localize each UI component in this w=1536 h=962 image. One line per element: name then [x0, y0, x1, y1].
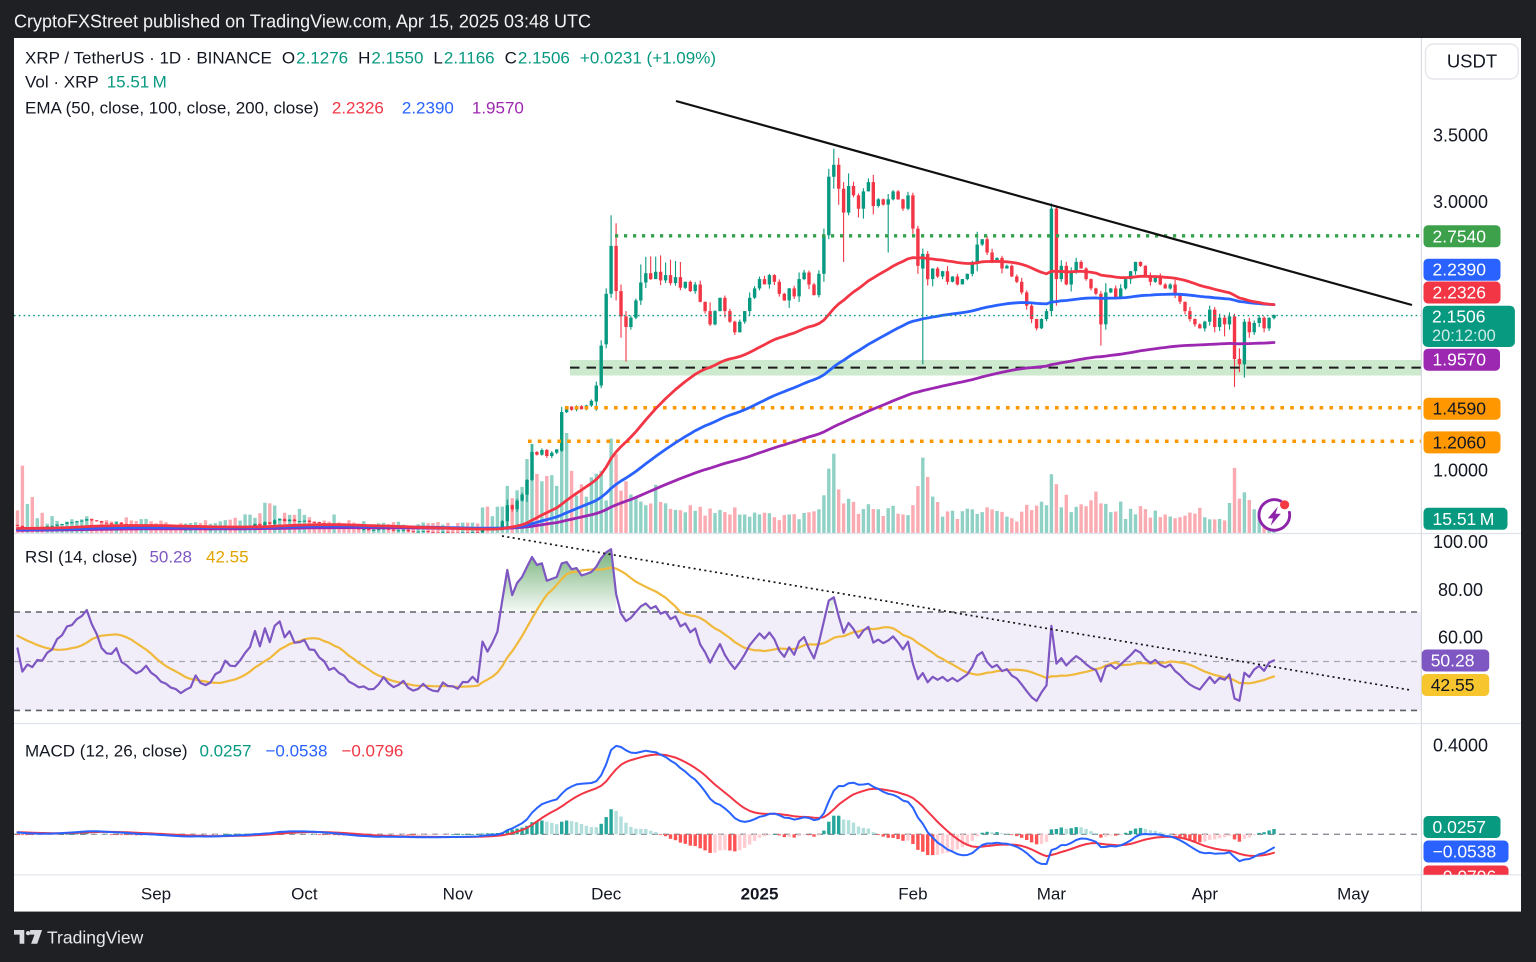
- svg-text:Mar: Mar: [1037, 885, 1067, 904]
- svg-text:2.2390: 2.2390: [1433, 260, 1487, 280]
- svg-text:CryptoFXStreet published on Tr: CryptoFXStreet published on TradingView.…: [14, 12, 591, 32]
- svg-text:50.28: 50.28: [1431, 651, 1475, 671]
- svg-text:Nov: Nov: [443, 885, 474, 904]
- svg-text:20:12:00: 20:12:00: [1432, 327, 1496, 345]
- svg-text:Feb: Feb: [898, 885, 927, 904]
- svg-text:MACD (12, 26, close)0.0257−0.0: MACD (12, 26, close) 0.0257 −0.0538 −0.0796: [25, 742, 403, 761]
- svg-text:USDT: USDT: [1447, 51, 1497, 72]
- svg-text:TradingView: TradingView: [47, 928, 144, 948]
- svg-text:−0.0796: −0.0796: [1433, 867, 1497, 887]
- svg-text:2025: 2025: [741, 885, 779, 904]
- svg-text:May: May: [1337, 885, 1370, 904]
- svg-text:1.9570: 1.9570: [1433, 350, 1487, 370]
- svg-text:EMA (50, close, 100, close, 20: EMA (50, close, 100, close, 200, close) 2…: [25, 99, 524, 118]
- svg-text:2.7540: 2.7540: [1433, 226, 1487, 246]
- svg-text:60.00: 60.00: [1438, 628, 1483, 648]
- svg-text:42.55: 42.55: [1431, 675, 1475, 695]
- svg-text:3.5000: 3.5000: [1433, 126, 1488, 146]
- svg-text:0.4000: 0.4000: [1433, 735, 1488, 755]
- svg-text:2.1506: 2.1506: [1432, 307, 1486, 327]
- svg-text:1.0000: 1.0000: [1433, 461, 1488, 481]
- svg-text:80.00: 80.00: [1438, 580, 1483, 600]
- svg-text:100.00: 100.00: [1433, 532, 1488, 552]
- svg-text:Oct: Oct: [291, 885, 318, 904]
- svg-text:0.0257: 0.0257: [1433, 817, 1487, 837]
- svg-text:Sep: Sep: [141, 885, 171, 904]
- svg-text:Dec: Dec: [591, 885, 622, 904]
- svg-text:1.4590: 1.4590: [1433, 399, 1487, 419]
- svg-text:3.0000: 3.0000: [1433, 192, 1488, 212]
- svg-text:15.51 M: 15.51 M: [1433, 509, 1495, 529]
- svg-text:Apr: Apr: [1192, 885, 1219, 904]
- svg-text:2.2326: 2.2326: [1433, 283, 1487, 303]
- svg-text:−0.0538: −0.0538: [1433, 842, 1497, 862]
- svg-text:1.2060: 1.2060: [1433, 432, 1487, 452]
